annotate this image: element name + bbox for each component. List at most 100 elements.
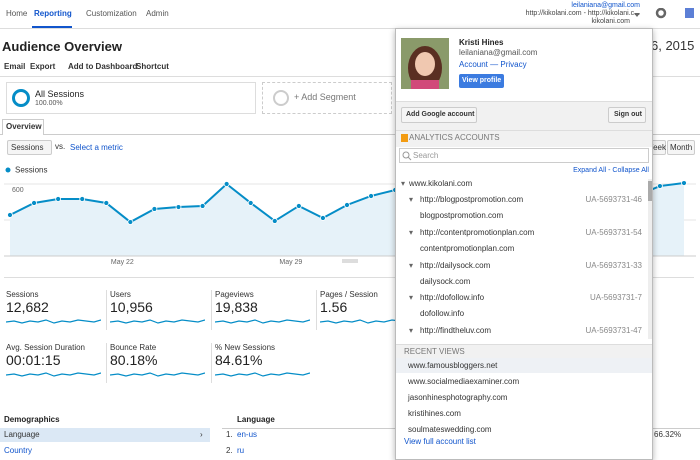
demographics-item[interactable]: Country <box>4 446 33 455</box>
language[interactable]: en-us <box>237 430 258 439</box>
property-id: UA-5693731-46 <box>585 195 642 204</box>
select-metric[interactable]: Select a metric <box>70 143 123 152</box>
add-segment[interactable]: + Add Segment <box>294 92 356 102</box>
metric-value: 00:01:15 <box>6 352 61 368</box>
property-view[interactable]: blogpostpromotion.com <box>420 211 504 220</box>
property-view[interactable]: dofollow.info <box>420 309 465 319</box>
account-email[interactable]: leilaniana@gmail.com <box>571 2 640 9</box>
recent-header <box>396 344 652 361</box>
tab-label[interactable]: Overview <box>6 122 42 131</box>
property-url[interactable]: http://dailysock.com <box>420 260 491 270</box>
user-email: leilaniana@gmail.com <box>459 48 538 57</box>
dropdown-arrow[interactable] <box>634 13 640 17</box>
language-title: Language <box>237 415 275 424</box>
point <box>7 212 13 218</box>
demographics-item[interactable]: Language <box>4 430 40 439</box>
sign-out-label[interactable]: Sign out <box>614 111 642 118</box>
scroll-thumb[interactable] <box>648 181 652 201</box>
notification-icon[interactable] <box>685 8 694 18</box>
property-url[interactable]: http://contentpromotionplan.com <box>420 227 535 237</box>
metric-value: 19,838 <box>215 299 258 315</box>
language[interactable]: ru <box>237 446 245 455</box>
month-label[interactable]: Month <box>670 143 693 152</box>
add-segment-box[interactable] <box>262 82 392 114</box>
add-account-label[interactable]: Add Google account <box>406 111 475 118</box>
vs-label: vs. <box>55 142 66 151</box>
recent-view[interactable]: www.famousbloggers.net <box>408 361 498 370</box>
toolbar-dashboard[interactable]: Add to Dashboard <box>68 62 138 71</box>
sparkline <box>6 319 101 324</box>
recent-highlight <box>396 358 652 373</box>
sparkline <box>110 372 205 377</box>
sparkline <box>215 372 310 377</box>
tab-line <box>0 134 700 135</box>
view-profile-label[interactable]: View profile <box>462 77 502 84</box>
recent-view[interactable]: www.socialmediaexaminer.com <box>408 377 520 386</box>
point <box>199 203 206 209</box>
metric-value: 10,956 <box>110 299 153 315</box>
percent: 66.32% <box>654 430 682 439</box>
divider <box>0 76 700 77</box>
y-tick-label: 600 <box>12 187 24 194</box>
nav-underline <box>32 26 72 28</box>
segment-name: All Sessions <box>35 89 85 99</box>
nav-home[interactable]: Home <box>6 9 28 18</box>
recent-view[interactable]: kristihines.com <box>408 409 461 418</box>
full-list[interactable]: View full account list <box>404 437 476 446</box>
selected-row[interactable] <box>0 428 210 442</box>
page-title: Audience Overview <box>2 39 122 54</box>
property-url[interactable]: http://findtheluv.com <box>420 326 491 336</box>
avatar <box>401 38 449 89</box>
tree-root[interactable]: www.kikolani.com <box>409 179 473 188</box>
property-url[interactable]: http://blogpostpromotion.com <box>420 195 524 204</box>
nav-admin[interactable]: Admin <box>146 9 169 18</box>
recent-view[interactable]: jasonhinesphotography.com <box>408 393 508 402</box>
accounts-header <box>396 131 652 147</box>
row-arrow: › <box>200 430 203 439</box>
toolbar-email[interactable]: Email <box>4 62 26 71</box>
x-tick-label: May 22 <box>111 259 134 266</box>
search-placeholder[interactable]: Search <box>413 151 439 160</box>
settings-icon[interactable] <box>655 8 667 19</box>
account-view[interactable]: kikolani.com <box>591 18 630 25</box>
tree-arrow: ▾ <box>409 260 414 270</box>
add-account-button[interactable] <box>401 107 477 123</box>
point <box>223 181 230 187</box>
toolbar-shortcut[interactable]: Shortcut <box>136 62 169 71</box>
week-label[interactable]: Week <box>649 143 666 152</box>
tree-arrow: ▾ <box>409 195 414 204</box>
sign-out-button[interactable] <box>608 107 646 123</box>
metric-value: 84.61% <box>215 352 263 368</box>
top-bar <box>0 0 700 29</box>
account-menu: Kristi Hines leilaniana@gmail.com Accoun… <box>395 28 653 460</box>
account-property[interactable]: http://kikolani.com - http://kikolani.c.… <box>525 10 640 17</box>
property-id: UA-5693731-54 <box>585 227 642 237</box>
recent-view[interactable]: soulmateswedding.com <box>408 425 492 434</box>
date-range[interactable]: 6, 2015 <box>651 38 695 53</box>
toolbar-export[interactable]: Export <box>30 62 56 71</box>
account-links[interactable]: Account — Privacy <box>459 60 527 69</box>
rank: 2. <box>226 446 233 455</box>
metric-select[interactable] <box>7 140 52 155</box>
top-icons <box>634 8 694 19</box>
view-profile-button[interactable] <box>459 74 504 88</box>
month-button[interactable] <box>667 140 695 155</box>
search-input[interactable] <box>399 148 649 163</box>
point <box>681 180 687 186</box>
metric-select-label[interactable]: Sessions <box>11 143 44 152</box>
recent-title: RECENT VIEWS <box>404 347 465 356</box>
property-view[interactable]: dailysock.com <box>420 276 471 286</box>
nav-reporting[interactable]: Reporting <box>34 9 72 18</box>
tab[interactable] <box>2 119 44 135</box>
point <box>368 193 374 199</box>
expand-collapse[interactable]: Expand All - Collapse All <box>573 167 649 174</box>
segment-box[interactable] <box>6 82 256 114</box>
point <box>79 196 86 202</box>
divider <box>4 277 694 278</box>
property-url[interactable]: http://dofollow.info <box>420 293 485 303</box>
property-id: UA-5693731-47 <box>585 326 642 336</box>
property-view[interactable]: contentpromotionplan.com <box>420 243 515 253</box>
point <box>344 202 350 208</box>
metric-value: 1.56 <box>320 299 348 315</box>
nav-customization[interactable]: Customization <box>86 9 137 18</box>
